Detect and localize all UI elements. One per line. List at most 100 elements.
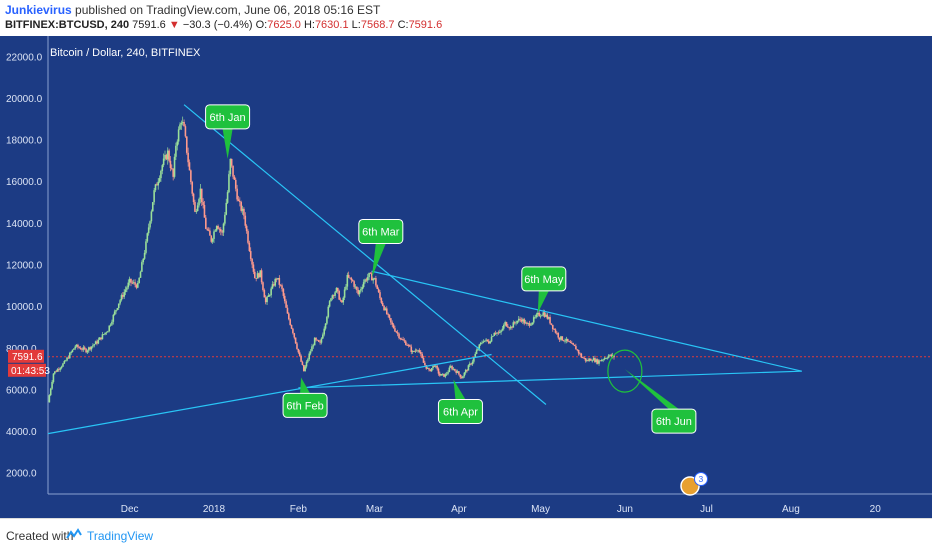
candle-body xyxy=(380,298,383,303)
candle-body xyxy=(78,347,81,349)
footer: Created with TradingView xyxy=(0,518,932,551)
candle-body xyxy=(271,284,274,289)
candle-body xyxy=(244,215,247,226)
events-count: 3 xyxy=(699,474,704,484)
candle-body xyxy=(478,344,481,349)
candle-body xyxy=(126,287,128,290)
candle-body xyxy=(505,322,508,327)
candle-body xyxy=(82,347,85,350)
candle-body xyxy=(224,214,226,224)
candle-body xyxy=(296,343,298,349)
candle-body xyxy=(592,358,595,361)
candle-body xyxy=(107,331,109,333)
candle-body xyxy=(454,368,456,371)
callout: 6th Apr xyxy=(437,379,483,424)
x-tick-label: Jul xyxy=(700,504,713,515)
candle-body xyxy=(64,360,67,362)
candle-body xyxy=(176,141,179,146)
candle-body xyxy=(384,308,387,311)
candle-body xyxy=(218,228,221,230)
candle-body xyxy=(507,326,509,328)
candle-body xyxy=(466,370,468,371)
candle-body xyxy=(117,303,120,309)
candle-body xyxy=(279,284,282,286)
candle-body xyxy=(266,296,268,303)
candle-body xyxy=(192,193,195,203)
candle-body xyxy=(274,278,277,286)
callout-pointer xyxy=(222,128,233,159)
candle-body xyxy=(376,285,379,290)
close-value: 7591.6 xyxy=(408,19,443,31)
candle-body xyxy=(377,289,380,293)
candle-body xyxy=(588,358,591,361)
candle-body xyxy=(337,287,339,292)
candle-body xyxy=(448,367,451,373)
candle-body xyxy=(343,289,346,298)
candle-body xyxy=(405,341,407,346)
candle-body xyxy=(566,338,569,342)
events-badge[interactable]: 3 xyxy=(680,472,708,496)
candle-body xyxy=(77,344,79,348)
candle-body xyxy=(221,231,223,233)
candle-body xyxy=(275,278,278,280)
candle-body xyxy=(119,300,121,304)
y-tick-label: 22000.0 xyxy=(6,52,43,63)
candle-body xyxy=(177,129,180,142)
candle-body xyxy=(613,355,615,358)
candle-body xyxy=(581,357,584,359)
candle-body xyxy=(422,358,425,363)
candle-body xyxy=(387,314,389,315)
high-label: H: xyxy=(303,19,315,31)
candle-body xyxy=(434,365,437,367)
candle-body xyxy=(341,300,343,303)
x-tick-label: Jun xyxy=(617,504,633,515)
candle-body xyxy=(324,323,327,329)
candle-body xyxy=(89,347,91,350)
candle-body xyxy=(568,341,570,342)
candle-body xyxy=(185,136,188,153)
candle-body xyxy=(531,322,534,325)
candle-body xyxy=(409,345,411,347)
candle-body xyxy=(357,289,360,295)
candle-body xyxy=(88,347,90,351)
candle-body xyxy=(112,314,115,322)
price-chart[interactable]: 2000.0 4000.0 6000.0 8000.0 10000.0 12000.0 14… xyxy=(0,36,932,518)
candle-body xyxy=(304,366,306,372)
candle-body xyxy=(132,282,135,284)
callout-pointer xyxy=(453,379,466,400)
candle-body xyxy=(108,325,111,332)
candle-body xyxy=(270,288,272,296)
candle-body xyxy=(190,170,192,183)
y-tick-label: 6000.0 xyxy=(6,385,37,396)
candle-body xyxy=(281,285,283,289)
x-tick-label: Aug xyxy=(782,504,800,515)
candle-body xyxy=(372,278,374,281)
candle-body xyxy=(282,288,285,296)
candle-body xyxy=(606,357,608,359)
tradingview-link[interactable]: TradingView xyxy=(87,529,154,543)
candle-body xyxy=(198,199,200,206)
candle-body xyxy=(426,368,429,369)
target-circle xyxy=(607,349,643,393)
candle-body xyxy=(154,184,157,191)
candle-body xyxy=(556,332,558,334)
candle-body xyxy=(196,205,199,212)
candle-body xyxy=(298,352,301,356)
candle-body xyxy=(55,371,57,373)
author-name[interactable]: Junkievirus xyxy=(5,3,72,17)
candle-body xyxy=(229,158,232,175)
candle-body xyxy=(315,337,317,340)
candle-body xyxy=(489,341,491,344)
candle-body xyxy=(183,121,185,127)
candle-body xyxy=(369,272,372,274)
candle-body xyxy=(191,182,194,194)
candle-body xyxy=(502,324,505,329)
candle-body xyxy=(462,376,464,379)
candle-body xyxy=(609,354,611,356)
candle-body xyxy=(71,349,74,353)
candle-body xyxy=(209,230,211,236)
candle-body xyxy=(292,328,294,334)
candle-body xyxy=(479,342,482,345)
candle-body xyxy=(111,321,113,325)
candle-body xyxy=(459,374,462,378)
